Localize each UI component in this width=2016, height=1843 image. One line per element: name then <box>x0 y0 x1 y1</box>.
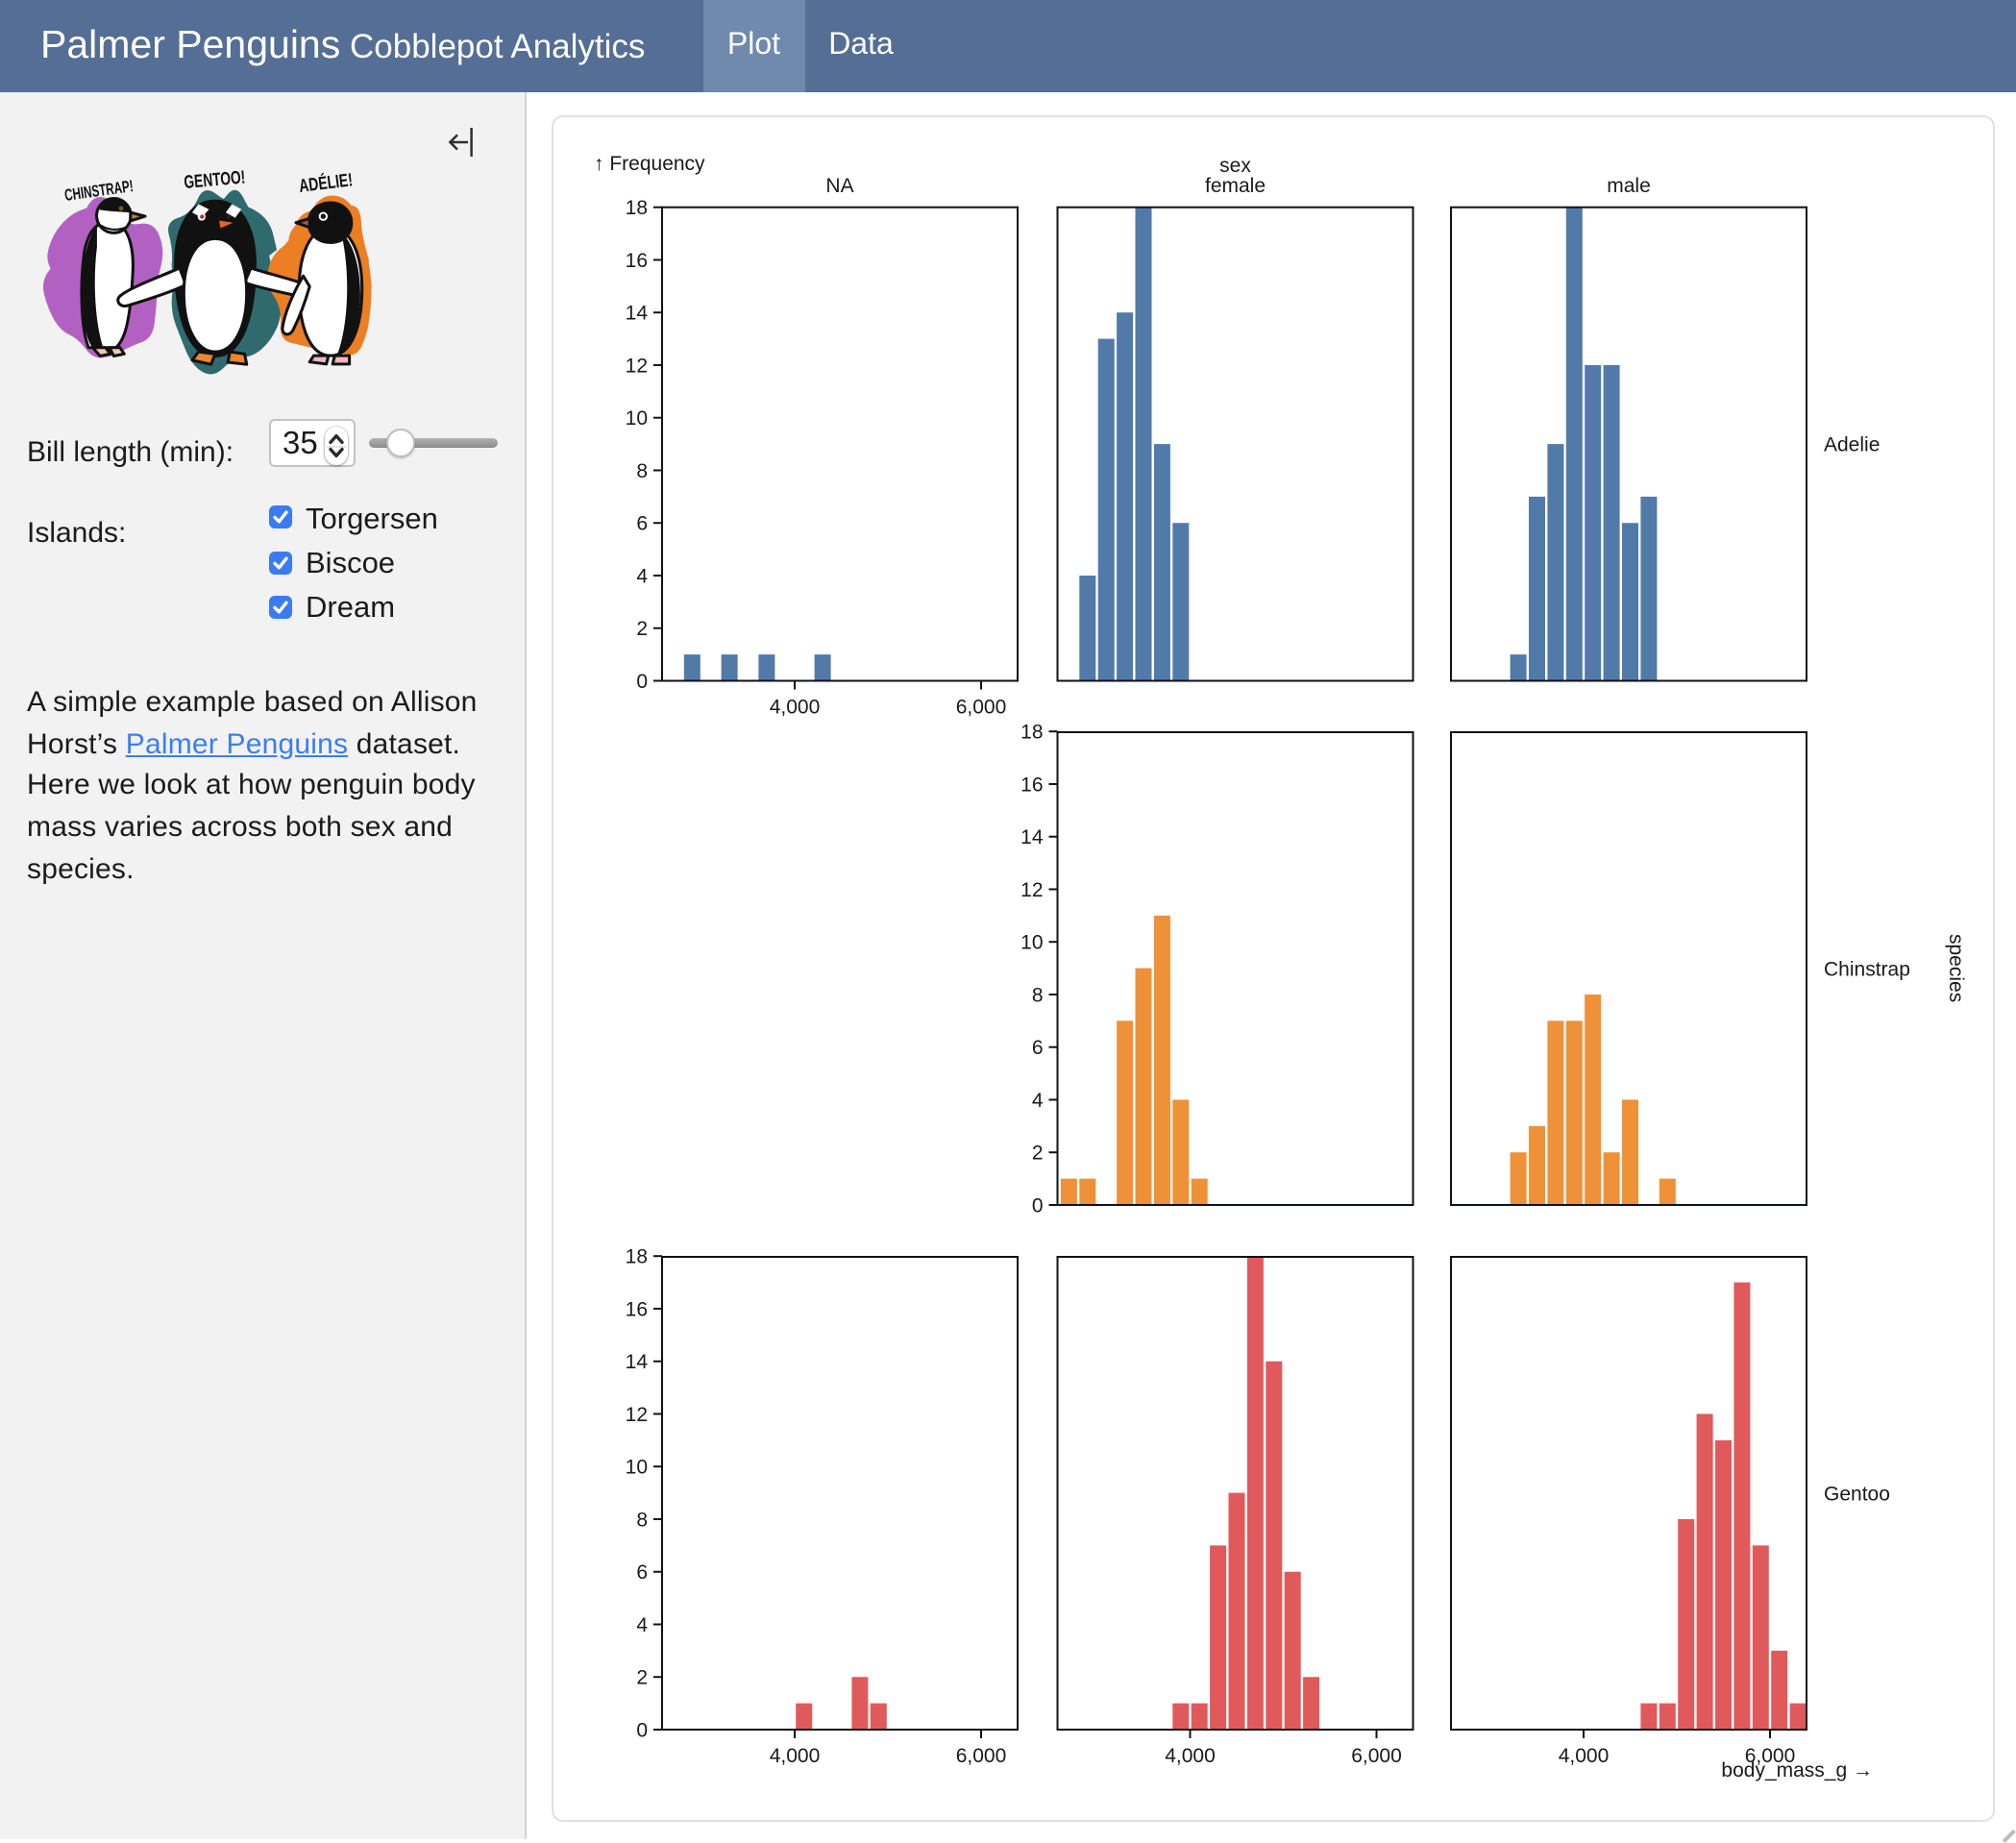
svg-text:8: 8 <box>1032 984 1044 1006</box>
svg-text:species: species <box>1945 934 1967 1002</box>
svg-text:4: 4 <box>636 565 648 587</box>
svg-text:10: 10 <box>626 1457 648 1479</box>
svg-text:2: 2 <box>636 1667 648 1689</box>
svg-text:6,000: 6,000 <box>956 1745 1007 1767</box>
svg-text:10: 10 <box>626 407 648 430</box>
svg-text:16: 16 <box>626 1298 648 1320</box>
svg-text:4,000: 4,000 <box>1559 1745 1610 1767</box>
svg-text:body_mass_g →: body_mass_g → <box>1721 1759 1873 1782</box>
svg-text:6: 6 <box>636 1561 648 1584</box>
svg-text:12: 12 <box>626 1404 648 1426</box>
svg-text:NA: NA <box>825 175 853 197</box>
svg-text:4: 4 <box>1032 1090 1044 1112</box>
svg-text:4,000: 4,000 <box>1165 1745 1216 1767</box>
svg-text:male: male <box>1607 175 1651 197</box>
svg-text:12: 12 <box>1020 879 1043 901</box>
svg-text:18: 18 <box>1020 722 1043 744</box>
svg-text:0: 0 <box>1032 1194 1044 1216</box>
svg-text:6,000: 6,000 <box>1745 1745 1796 1767</box>
svg-text:16: 16 <box>626 250 648 272</box>
svg-text:10: 10 <box>1020 932 1043 954</box>
svg-text:14: 14 <box>626 303 649 325</box>
svg-text:14: 14 <box>1020 826 1044 848</box>
svg-text:0: 0 <box>636 671 648 693</box>
svg-text:8: 8 <box>636 1509 648 1531</box>
svg-text:4,000: 4,000 <box>770 1745 821 1767</box>
svg-text:18: 18 <box>626 197 648 219</box>
svg-text:12: 12 <box>626 355 648 377</box>
svg-text:↑ Frequency: ↑ Frequency <box>594 153 705 175</box>
svg-text:6,000: 6,000 <box>1351 1745 1402 1767</box>
svg-text:2: 2 <box>1032 1143 1044 1165</box>
svg-text:4,000: 4,000 <box>770 697 821 719</box>
svg-text:6,000: 6,000 <box>956 697 1007 719</box>
svg-text:8: 8 <box>636 460 648 482</box>
svg-text:18: 18 <box>626 1246 648 1268</box>
svg-text:2: 2 <box>636 618 648 640</box>
svg-text:16: 16 <box>1020 774 1043 796</box>
svg-text:6: 6 <box>636 513 648 535</box>
svg-text:4: 4 <box>636 1614 648 1636</box>
svg-text:0: 0 <box>636 1719 648 1741</box>
svg-text:sex: sex <box>1219 155 1251 177</box>
svg-text:14: 14 <box>626 1351 649 1373</box>
svg-text:6: 6 <box>1032 1037 1044 1059</box>
svg-text:Chinstrap: Chinstrap <box>1824 958 1910 980</box>
svg-text:female: female <box>1205 175 1266 197</box>
svg-text:Gentoo: Gentoo <box>1824 1483 1890 1505</box>
svg-text:Adelie: Adelie <box>1824 434 1880 456</box>
